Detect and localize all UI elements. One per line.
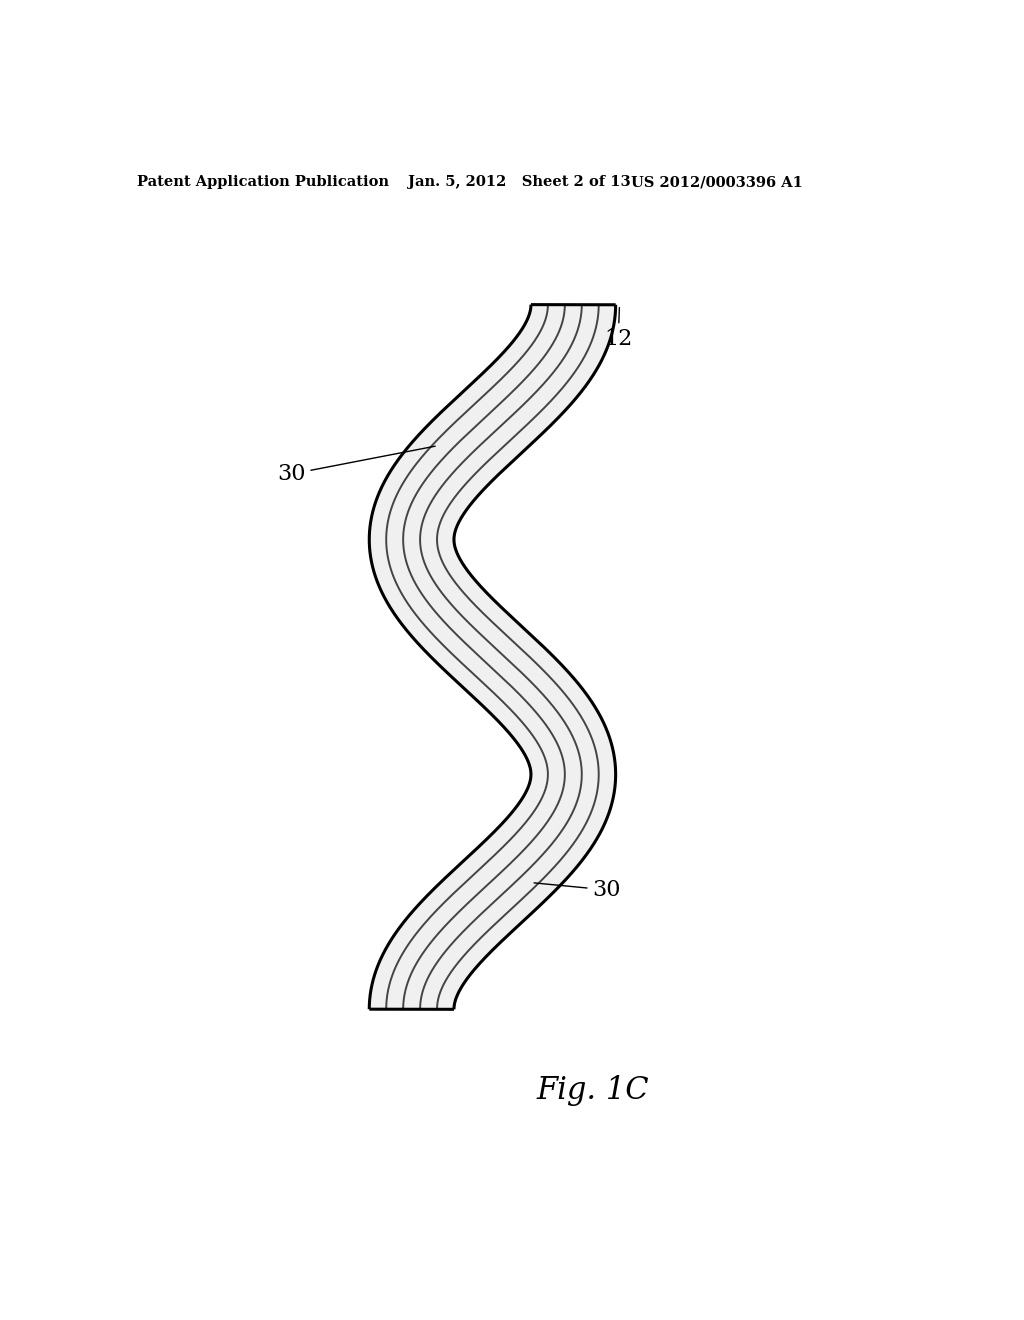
Text: 30: 30 xyxy=(276,446,435,486)
Text: US 2012/0003396 A1: US 2012/0003396 A1 xyxy=(631,176,803,189)
Text: Fig. 1C: Fig. 1C xyxy=(537,1074,649,1106)
Text: 30: 30 xyxy=(535,879,622,902)
Text: Patent Application Publication: Patent Application Publication xyxy=(137,176,389,189)
Text: 12: 12 xyxy=(604,308,633,350)
Text: Jan. 5, 2012   Sheet 2 of 13: Jan. 5, 2012 Sheet 2 of 13 xyxy=(408,176,631,189)
Polygon shape xyxy=(370,305,615,1010)
